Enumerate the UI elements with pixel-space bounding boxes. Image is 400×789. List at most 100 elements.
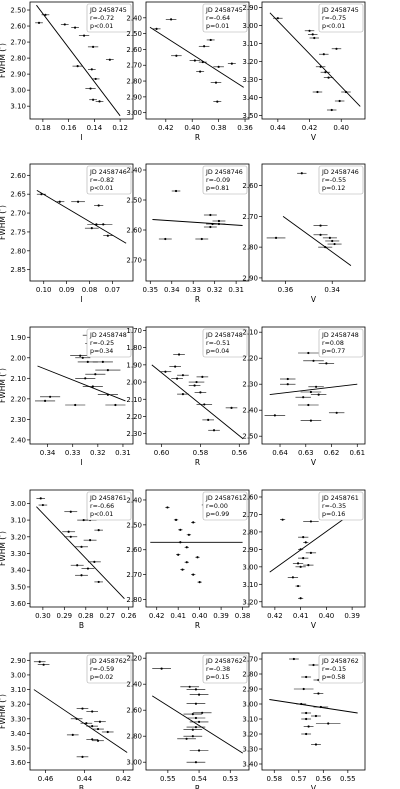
- y-tick-label: 2.80: [126, 733, 142, 741]
- data-point: [42, 663, 45, 666]
- data-point: [296, 562, 300, 565]
- stats-text: p=0.02: [90, 674, 113, 681]
- y-tick-label: 2.90: [10, 657, 26, 665]
- data-point: [43, 399, 47, 402]
- data-point: [98, 720, 102, 723]
- y-tick-label: 3.20: [242, 731, 258, 739]
- data-point: [335, 411, 338, 414]
- x-axis-label: R: [195, 133, 200, 142]
- y-tick-label: 2.40: [126, 14, 142, 22]
- y-tick-label: 2.50: [242, 433, 258, 441]
- y-tick-label: 1.80: [126, 344, 142, 352]
- data-point: [299, 565, 302, 568]
- data-point: [191, 728, 194, 731]
- data-point: [91, 45, 95, 48]
- panel-15: 0.58 0.57 0.56 0.55 2.70 2.80 2.90 3.00 3.10 3.20…: [242, 652, 366, 789]
- x-tick-label: 0.32: [207, 286, 223, 294]
- data-point: [185, 561, 188, 564]
- x-tick-label: 0.39: [213, 612, 229, 620]
- data-point: [48, 395, 52, 398]
- data-point: [216, 100, 219, 103]
- y-tick-label: 3.40: [242, 94, 258, 102]
- y-tick-label: 3.00: [242, 701, 258, 709]
- data-point: [230, 62, 233, 65]
- stats-text: p=0.77: [322, 348, 345, 355]
- stats-text: r=-0.66: [90, 503, 114, 510]
- stats-text: p=0.34: [90, 348, 113, 355]
- data-point: [276, 17, 279, 20]
- data-point: [108, 58, 111, 61]
- y-tick-label: 2.80: [242, 671, 258, 679]
- data-point: [230, 406, 233, 409]
- data-point: [333, 242, 336, 246]
- stats-box: [318, 491, 364, 521]
- plot-frame: [261, 489, 366, 608]
- y-tick-label: 3.40: [10, 730, 26, 738]
- x-tick-label: 0.34: [40, 449, 56, 457]
- x-tick-label: 0.30: [35, 612, 51, 620]
- data-point: [194, 702, 198, 705]
- x-axis-label: V: [311, 295, 317, 304]
- fit-line: [152, 695, 243, 754]
- stats-text: JD 2458745: [89, 7, 127, 14]
- data-point: [314, 743, 318, 746]
- x-tick-label: 0.33: [185, 286, 201, 294]
- stats-text: p=0.16: [322, 511, 345, 518]
- data-point: [96, 739, 100, 742]
- x-tick-label: 0.42: [149, 612, 165, 620]
- y-axis-label: FWHM (″): [0, 694, 7, 729]
- x-axis-label: V: [311, 784, 317, 789]
- data-point: [203, 45, 206, 48]
- data-point: [76, 65, 79, 68]
- y-tick-label: 3.30: [10, 715, 26, 723]
- data-point: [76, 564, 79, 567]
- stats-text: JD 2458746: [321, 169, 359, 176]
- data-point: [91, 385, 94, 388]
- data-point: [309, 520, 313, 523]
- data-point: [81, 356, 84, 359]
- stats-text: JD 2458762: [321, 658, 359, 665]
- data-point: [188, 685, 191, 688]
- data-point: [81, 707, 84, 710]
- data-point: [317, 692, 320, 695]
- data-point: [179, 528, 182, 531]
- data-point: [312, 359, 315, 362]
- data-point: [85, 722, 88, 725]
- stats-text: r=-0.38: [206, 666, 230, 673]
- y-tick-label: 2.70: [242, 656, 258, 664]
- stats-text: r=-0.15: [322, 666, 346, 673]
- stats-text: r=0.08: [322, 340, 344, 347]
- fit-line: [152, 219, 243, 226]
- x-axis-label: V: [311, 133, 317, 142]
- y-tick-label: 3.10: [242, 40, 258, 48]
- data-point: [291, 576, 294, 579]
- data-point: [187, 533, 191, 536]
- stats-text: p=0.15: [206, 674, 229, 681]
- plot-frame: [145, 652, 250, 771]
- data-point: [316, 90, 319, 94]
- data-point: [194, 716, 198, 720]
- data-point: [174, 518, 178, 521]
- x-tick-label: 0.55: [340, 775, 356, 783]
- y-tick-label: 3.10: [242, 716, 258, 724]
- stats-text: JD 2458761: [89, 495, 127, 502]
- y-tick-label: 2.50: [126, 197, 142, 205]
- data-point: [319, 224, 322, 227]
- stats-text: p=0.81: [206, 185, 229, 192]
- y-tick-label: 3.20: [10, 533, 26, 541]
- data-point: [86, 567, 90, 570]
- x-tick-label: 0.26: [121, 612, 137, 620]
- stats-text: JD 2458746: [205, 169, 243, 176]
- y-tick-label: 2.90: [242, 274, 258, 282]
- x-tick-label: 0.41: [170, 612, 186, 620]
- x-tick-label: 0.39: [344, 612, 360, 620]
- x-tick-label: 0.42: [115, 775, 131, 783]
- data-point: [192, 573, 195, 576]
- data-point: [309, 551, 313, 554]
- data-point: [217, 219, 221, 223]
- x-tick-label: 0.53: [222, 775, 238, 783]
- panel-10: 0.30 0.29 0.28 0.27 0.26 3.00 3.10 3.20 3.30 3.40…: [0, 489, 137, 630]
- data-point: [191, 735, 194, 738]
- y-tick-label: 2.60: [126, 227, 142, 235]
- stats-text: p<0.01: [322, 23, 345, 30]
